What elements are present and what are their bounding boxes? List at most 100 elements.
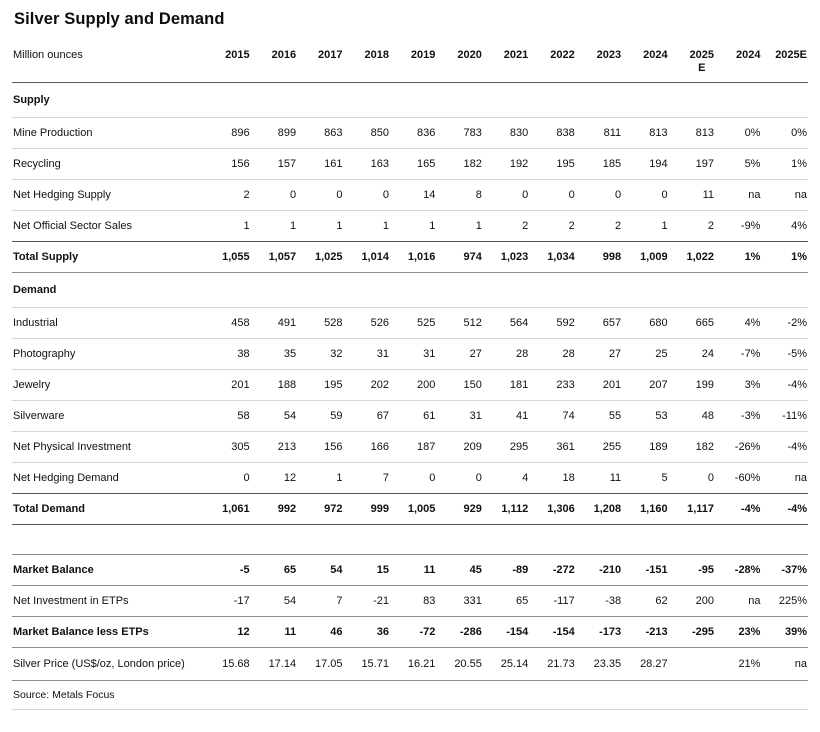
- cell-net-physical-investment-7: 361: [529, 431, 576, 463]
- cell-net-physical-investment-4: 187: [389, 431, 437, 463]
- cell-jewelry-6: 181: [482, 369, 530, 401]
- cell-silver-price-us-oz-london-price-6: 25.14: [482, 647, 530, 681]
- col-header-2023-8: 2023: [575, 42, 623, 83]
- cell-net-hedging-supply-9: 0: [622, 179, 669, 211]
- cell-market-balance-less-etps-8: -173: [575, 616, 623, 648]
- cell-net-investment-in-etps-11: na: [715, 585, 762, 617]
- source-metals-focus-label: Source: Metals Focus: [12, 680, 808, 710]
- col-header-2020-5: 2020: [436, 42, 483, 83]
- cell-market-balance-3: 15: [343, 554, 390, 586]
- cell-market-balance-less-etps-5: -286: [436, 616, 483, 648]
- table-row-demand: Demand: [12, 272, 808, 308]
- cell-jewelry-5: 150: [436, 369, 483, 401]
- cell-net-investment-in-etps-7: -117: [529, 585, 576, 617]
- cell-total-demand-9: 1,160: [622, 493, 669, 525]
- cell-market-balance-11: -28%: [715, 554, 762, 586]
- cell-net-investment-in-etps-6: 65: [482, 585, 530, 617]
- cell-silverware-7: 74: [529, 400, 576, 432]
- cell-mine-production-0: 896: [204, 117, 251, 149]
- cell-silver-price-us-oz-london-price-9: 28.27: [622, 647, 669, 681]
- cell-mine-production-7: 838: [529, 117, 576, 149]
- cell-total-supply-7: 1,034: [529, 241, 576, 273]
- cell-jewelry-10: 199: [668, 369, 716, 401]
- cell-total-supply-5: 974: [436, 241, 483, 273]
- spacer-cell: [12, 524, 808, 555]
- cell-total-demand-5: 929: [436, 493, 483, 525]
- cell-net-official-sector-sales-10: 2: [668, 210, 716, 242]
- cell-net-official-sector-sales-5: 1: [436, 210, 483, 242]
- row-label-net-official-sector-sales: Net Official Sector Sales: [12, 210, 205, 242]
- cell-net-hedging-supply-3: 0: [343, 179, 390, 211]
- cell-market-balance-less-etps-3: 36: [343, 616, 390, 648]
- table-row-net-official-sector-sales: Net Official Sector Sales 1 1 1 1 1 1 2 2 2 1 2 -9% 4…: [12, 210, 808, 242]
- cell-total-demand-4: 1,005: [389, 493, 437, 525]
- col-header-2016-1: 2016: [250, 42, 298, 83]
- table-row-jewelry: Jewelry 201 188 195 202 200 150 181 233 201 207 199…: [12, 369, 808, 401]
- col-header-2022-7: 2022: [529, 42, 576, 83]
- cell-market-balance-7: -272: [529, 554, 576, 586]
- cell-total-supply-9: 1,009: [622, 241, 669, 273]
- cell-total-demand-1: 992: [250, 493, 298, 525]
- cell-net-hedging-supply-12: na: [761, 179, 808, 211]
- cell-silver-price-us-oz-london-price-10: [668, 647, 716, 681]
- unit-label: Million ounces: [12, 42, 205, 83]
- col-header-2025e-12: 2025E: [761, 42, 808, 83]
- cell-net-official-sector-sales-3: 1: [343, 210, 390, 242]
- cell-net-official-sector-sales-2: 1: [297, 210, 344, 242]
- table-row-recycling: Recycling 156 157 161 163 165 182 192 195 185 194 1…: [12, 148, 808, 180]
- cell-net-investment-in-etps-1: 54: [250, 585, 298, 617]
- cell-photography-7: 28: [529, 338, 576, 370]
- cell-recycling-3: 163: [343, 148, 390, 180]
- cell-jewelry-1: 188: [250, 369, 298, 401]
- cell-recycling-8: 185: [575, 148, 623, 180]
- cell-silverware-11: -3%: [715, 400, 762, 432]
- cell-net-hedging-demand-11: -60%: [715, 462, 762, 494]
- cell-recycling-1: 157: [250, 148, 298, 180]
- cell-total-supply-6: 1,023: [482, 241, 530, 273]
- cell-net-official-sector-sales-7: 2: [529, 210, 576, 242]
- cell-photography-10: 24: [668, 338, 716, 370]
- cell-total-supply-12: 1%: [761, 241, 808, 273]
- cell-net-physical-investment-6: 295: [482, 431, 530, 463]
- cell-net-hedging-supply-10: 11: [668, 179, 716, 211]
- cell-net-official-sector-sales-4: 1: [389, 210, 437, 242]
- col-header-2015-0: 2015: [204, 42, 251, 83]
- cell-recycling-7: 195: [529, 148, 576, 180]
- spacer-row: [12, 524, 808, 555]
- cell-net-hedging-supply-8: 0: [575, 179, 623, 211]
- row-label-net-hedging-supply: Net Hedging Supply: [12, 179, 205, 211]
- cell-recycling-4: 165: [389, 148, 437, 180]
- cell-mine-production-5: 783: [436, 117, 483, 149]
- cell-jewelry-2: 195: [297, 369, 344, 401]
- cell-photography-8: 27: [575, 338, 623, 370]
- cell-total-demand-2: 972: [297, 493, 344, 525]
- cell-net-official-sector-sales-1: 1: [250, 210, 298, 242]
- cell-net-hedging-demand-7: 18: [529, 462, 576, 494]
- cell-net-official-sector-sales-9: 1: [622, 210, 669, 242]
- cell-mine-production-1: 899: [250, 117, 298, 149]
- cell-net-hedging-supply-5: 8: [436, 179, 483, 211]
- cell-silver-price-us-oz-london-price-4: 16.21: [389, 647, 437, 681]
- cell-market-balance-less-etps-6: -154: [482, 616, 530, 648]
- cell-total-supply-10: 1,022: [668, 241, 716, 273]
- cell-market-balance-less-etps-10: -295: [668, 616, 716, 648]
- row-label-market-balance-less-etps: Market Balance less ETPs: [12, 616, 205, 648]
- table-row-silverware: Silverware 58 54 59 67 61 31 41 74 55 53 48 -3% -11%: [12, 400, 808, 432]
- cell-net-investment-in-etps-5: 331: [436, 585, 483, 617]
- cell-industrial-7: 592: [529, 307, 576, 339]
- cell-net-hedging-supply-11: na: [715, 179, 762, 211]
- cell-jewelry-4: 200: [389, 369, 437, 401]
- cell-jewelry-12: -4%: [761, 369, 808, 401]
- cell-net-physical-investment-1: 213: [250, 431, 298, 463]
- cell-recycling-9: 194: [622, 148, 669, 180]
- table-row-market-balance-less-etps: Market Balance less ETPs 12 11 46 36 -72 -286-…: [12, 616, 808, 648]
- cell-industrial-1: 491: [250, 307, 298, 339]
- page-title: Silver Supply and Demand: [14, 10, 225, 28]
- cell-net-official-sector-sales-11: -9%: [715, 210, 762, 242]
- cell-market-balance-6: -89: [482, 554, 530, 586]
- cell-net-official-sector-sales-8: 2: [575, 210, 623, 242]
- cell-market-balance-less-etps-11: 23%: [715, 616, 762, 648]
- cell-total-supply-4: 1,016: [389, 241, 437, 273]
- cell-mine-production-9: 813: [622, 117, 669, 149]
- cell-total-demand-6: 1,112: [482, 493, 530, 525]
